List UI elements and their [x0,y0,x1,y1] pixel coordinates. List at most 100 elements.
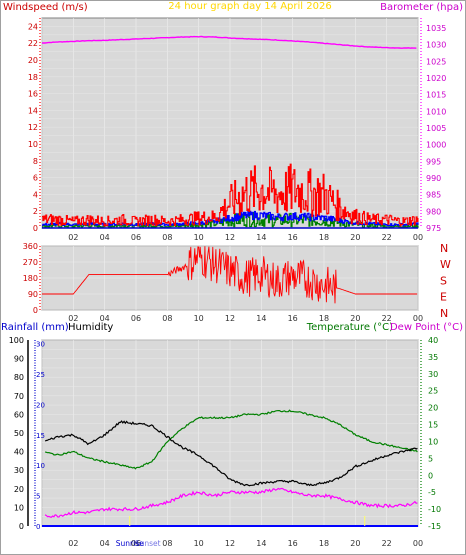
wind-gust-series [42,163,419,227]
direction-x-tick: 12 [225,314,235,323]
humidity-axis-title: Humidity [68,322,113,333]
temperature-axis-title: Temperature (°C) [306,322,393,333]
temperature-tick: 10 [428,437,438,446]
wind-tick: 10 [28,140,38,149]
sunset-label: Sunset [135,539,161,548]
compass-label: N [440,307,448,320]
temperature-x-tick: 08 [162,539,172,548]
direction-tick: 180 [23,274,38,283]
temperature-tick: 5 [428,454,433,463]
wind-tick: 12 [28,123,38,132]
wind-tick: 6 [33,174,38,183]
barometer-tick: 1000 [426,141,446,150]
temperature-x-tick: 14 [256,539,266,548]
barometer-tick: 1015 [426,91,446,100]
temperature-series [44,409,418,470]
direction-x-tick: 10 [194,314,204,323]
direction-x-tick: 02 [68,314,78,323]
direction-tick: 270 [23,258,38,267]
rain-tick: 20 [36,401,45,409]
humidity-tick: 40 [14,448,24,457]
wind-tick: 14 [28,106,38,115]
wind-tick: 0 [33,224,38,233]
humidity-tick: 0 [19,522,24,531]
temperature-tick: 40 [428,336,438,345]
temperature-tick: 20 [428,404,438,413]
direction-x-tick: 08 [162,314,172,323]
barometer-tick: 985 [426,191,441,200]
wind-x-tick: 06 [131,233,141,242]
temperature-x-tick: 18 [319,539,329,548]
barometer-tick: 995 [426,157,441,166]
temperature-tick: -5 [428,488,436,497]
rain-tick: 25 [36,371,45,379]
humidity-tick: 20 [14,485,24,494]
temperature-tick: -15 [428,522,441,531]
barometer-tick: 980 [426,207,441,216]
wind-tick: 24 [28,22,38,31]
wind-x-tick: 08 [162,233,172,242]
dewpoint-axis-title: Dew Point (°C) [390,322,463,333]
wind-x-tick: 12 [225,233,235,242]
humidity-series [44,420,418,487]
rain-tick: 0 [36,523,40,531]
wind-tick: 4 [33,190,38,199]
wind-tick: 8 [33,157,38,166]
temperature-tick: 15 [428,421,438,430]
temperature-x-tick: 12 [225,539,235,548]
compass-label: W [440,258,451,271]
rain-tick: 15 [36,432,45,440]
direction-tick: 0 [33,306,38,315]
compass-label: N [440,242,448,255]
humidity-tick: 80 [14,373,24,382]
wind-tick: 2 [33,207,38,216]
barometer-tick: 1010 [426,107,446,116]
barometer-tick: 975 [426,224,441,233]
humidity-tick: 10 [14,503,24,512]
direction-x-tick: 04 [100,314,110,323]
wind-x-tick: 16 [288,233,298,242]
wind-x-tick: 00 [413,233,423,242]
wind-x-tick: 10 [194,233,204,242]
wind-x-tick: 20 [350,233,360,242]
temperature-x-tick: 20 [350,539,360,548]
direction-tick: 90 [28,290,38,299]
direction-x-tick: 22 [382,314,392,323]
chart-title: 24 hour graph day 14 April 2026 [168,1,331,12]
temperature-tick: 25 [428,387,438,396]
direction-x-tick: 18 [319,314,329,323]
direction-x-tick: 00 [413,314,423,323]
direction-tick: 360 [23,242,38,251]
temperature-tick: -10 [428,505,441,514]
wind-tick: 20 [28,56,38,65]
temperature-x-tick: 04 [100,539,110,548]
barometer-tick: 1030 [426,41,446,50]
barometer-series [41,35,417,49]
humidity-tick: 50 [14,429,24,438]
sunrise-label: Sunrise [116,539,144,548]
rain-tick: 5 [36,493,40,501]
temperature-x-tick: 22 [382,539,392,548]
dewpoint-series [44,487,418,518]
wind-tick: 18 [28,73,38,82]
barometer-tick: 1025 [426,57,446,66]
temperature-x-tick: 02 [68,539,78,548]
rain-tick: 10 [36,462,45,470]
temperature-x-tick: 00 [413,539,423,548]
wind-tick: 22 [28,39,38,48]
direction-x-tick: 20 [350,314,360,323]
humidity-tick: 30 [14,466,24,475]
temperature-x-tick: 06 [131,539,141,548]
compass-label: E [440,291,447,304]
temperature-tick: 30 [428,370,438,379]
rain-axis-title: Rainfall (mm) [1,322,69,333]
temperature-tick: 0 [428,471,433,480]
wind-x-tick: 22 [382,233,392,242]
temperature-x-tick: 16 [288,539,298,548]
humidity-tick: 60 [14,410,24,419]
compass-label: S [440,274,447,287]
humidity-tick: 70 [14,392,24,401]
barometer-tick: 990 [426,174,441,183]
